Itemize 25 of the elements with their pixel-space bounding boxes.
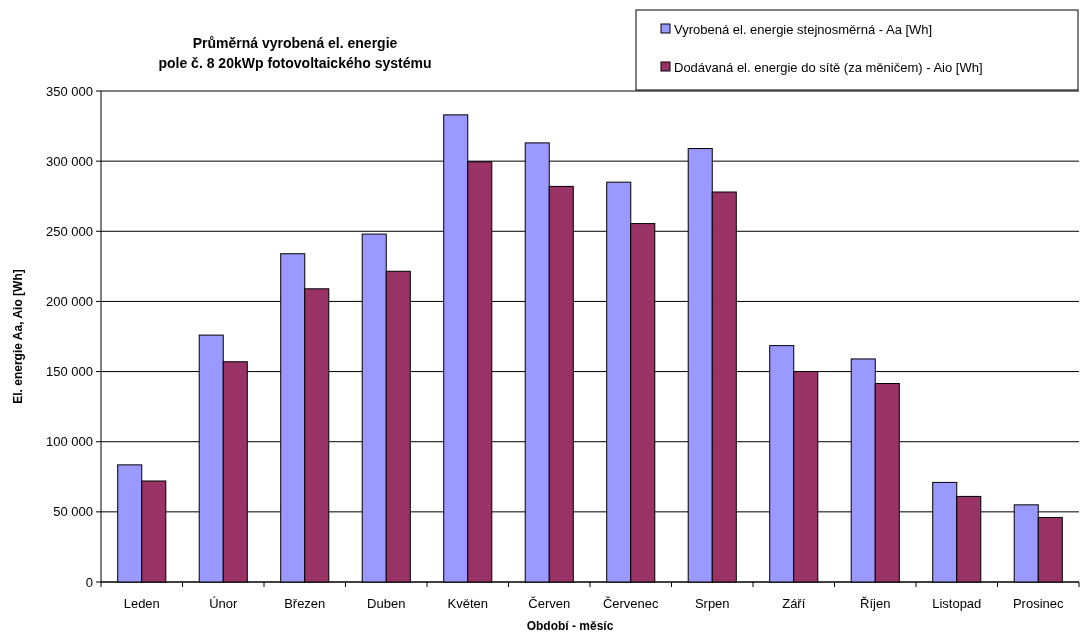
legend-label: Vyrobená el. energie stejnosměrná - Aa [Wh] bbox=[674, 21, 933, 37]
y-tick-label: 100 000 bbox=[46, 434, 93, 450]
y-tick-label: 200 000 bbox=[46, 293, 93, 309]
x-tick-label: Prosinec bbox=[1012, 596, 1065, 611]
x-tick-label: Duben bbox=[367, 596, 406, 611]
x-tick-label: Červen bbox=[528, 596, 571, 611]
y-tick-label: 150 000 bbox=[46, 364, 93, 380]
y-tick-label: 0 bbox=[85, 574, 93, 590]
y-tick-label: 50 000 bbox=[53, 504, 93, 520]
x-tick-label: Březen bbox=[284, 596, 326, 611]
chart-title: Průměrná vyrobená el. energie pole č. 8 20kWp fotovoltaického systému bbox=[158, 35, 432, 71]
x-tick-label: Květen bbox=[447, 596, 488, 611]
x-tick-label: Únor bbox=[209, 596, 238, 611]
x-tick-label: Srpen bbox=[694, 596, 730, 611]
y-axis-title: El. energie Aa, Aio [Wh] bbox=[11, 269, 25, 404]
x-tick-label: Září bbox=[782, 596, 806, 611]
x-tick-label: Listopad bbox=[932, 596, 982, 611]
y-tick-label: 250 000 bbox=[46, 223, 93, 239]
x-axis-title: Období - měsíc bbox=[526, 619, 614, 633]
y-tick-label: 300 000 bbox=[46, 153, 93, 169]
legend-label: Dodávaná el. energie do sítě (za měničem) - Aio [Wh] bbox=[674, 59, 983, 75]
y-tick-label: 350 000 bbox=[46, 83, 93, 99]
x-tick-label: Říjen bbox=[860, 596, 891, 611]
x-tick-label: Červenec bbox=[602, 596, 660, 611]
x-tick-label: Leden bbox=[123, 596, 160, 611]
